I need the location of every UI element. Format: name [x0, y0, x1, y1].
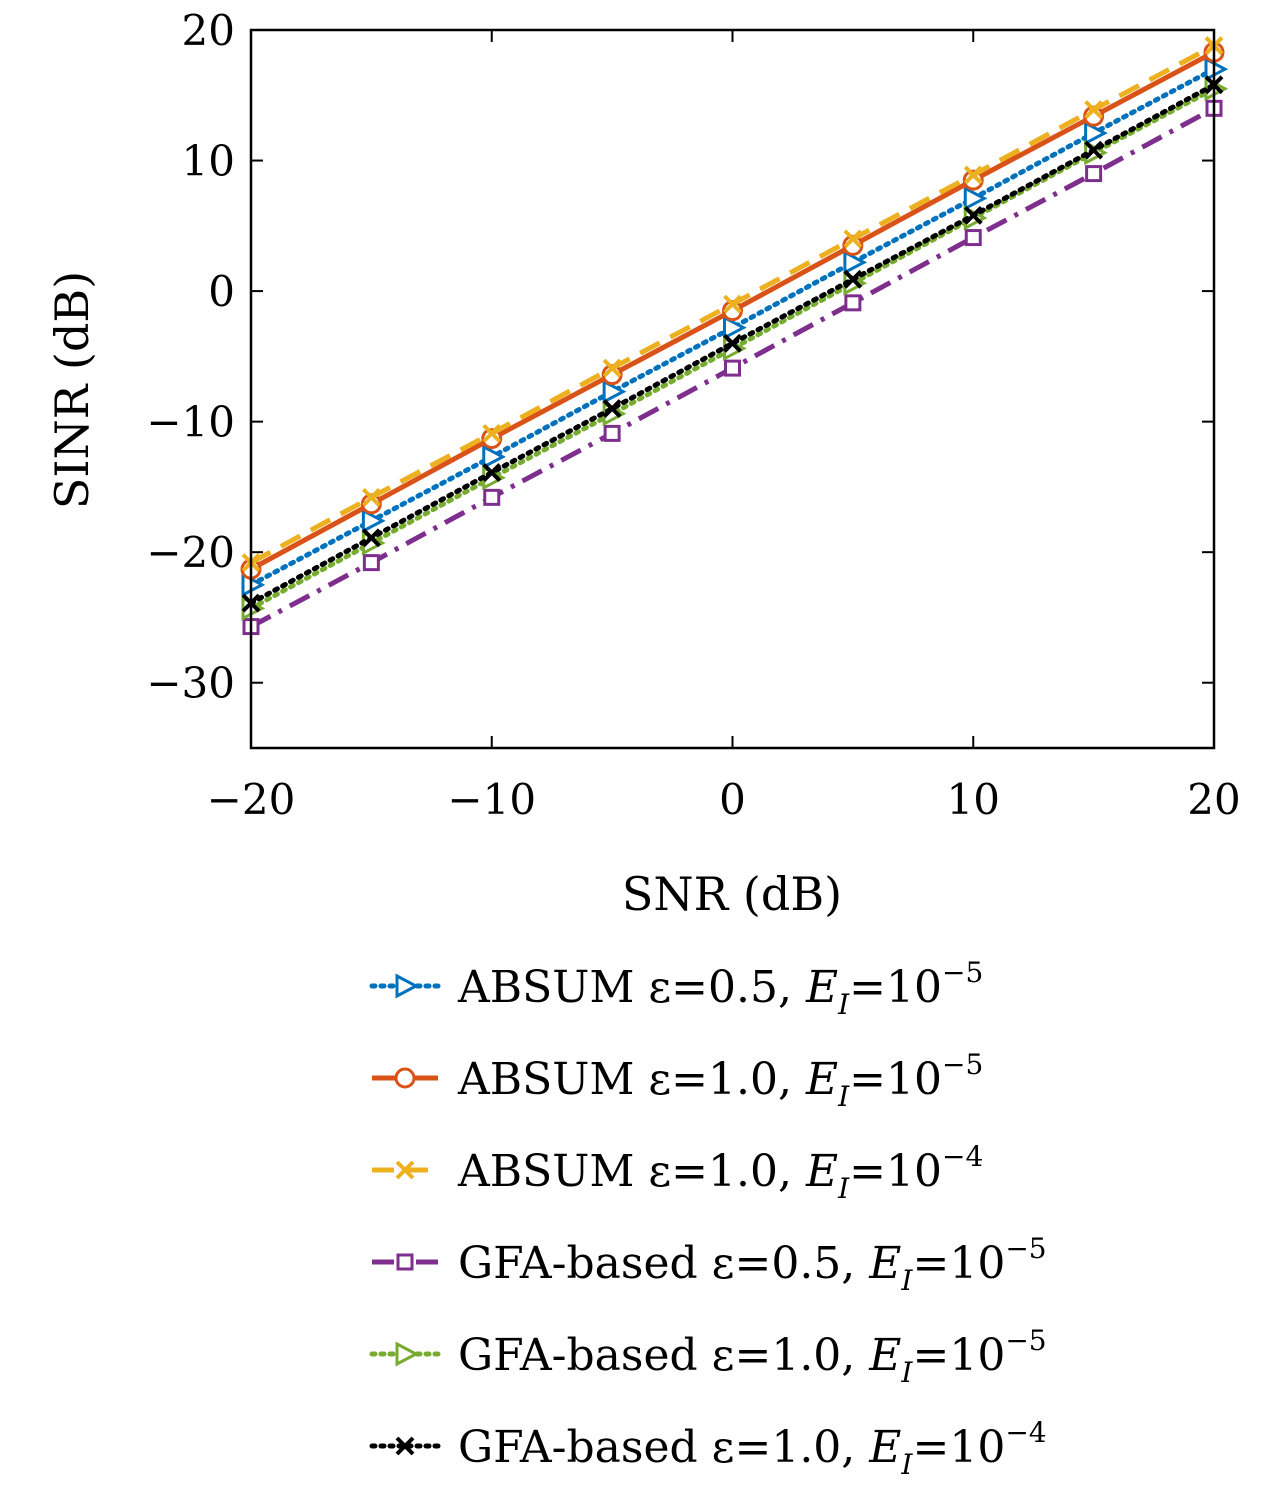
data-point: [361, 487, 381, 507]
data-point: [843, 229, 863, 249]
data-point: [963, 205, 983, 225]
data-point: [1084, 120, 1108, 146]
series-6: [241, 75, 1224, 613]
y-axis-label: SINR (dB): [45, 271, 99, 509]
y-tick-label: 0: [208, 267, 235, 316]
data-point: [723, 315, 747, 341]
data-point: [1204, 56, 1229, 82]
data-point: [602, 358, 622, 378]
x-tick-label: −20: [207, 775, 296, 824]
legend-marker: [395, 1341, 420, 1367]
data-point: [602, 379, 627, 405]
data-point: [361, 528, 381, 548]
legend: ABSUM ε=0.5, EI=10−5 ABSUM ε=1.0, EI=10−5…: [369, 956, 1047, 1481]
data-point: [1084, 100, 1104, 120]
data-point: [481, 428, 503, 450]
data-point: [963, 165, 983, 185]
legend-marker: [395, 1436, 415, 1456]
series-1: [241, 56, 1229, 598]
legend-entry: ABSUM ε=0.5, EI=10−5: [369, 956, 983, 1021]
legend-entry: GFA-based ε=1.0, EI=10−5: [369, 1324, 1047, 1389]
legend-label: GFA-based ε=0.5, EI=10−5: [458, 1232, 1047, 1297]
data-point: [361, 508, 386, 534]
legend-entry: ABSUM ε=1.0, EI=10−4: [372, 1140, 983, 1205]
legend-label: ABSUM ε=1.0, EI=10−4: [457, 1140, 983, 1205]
data-point: [482, 463, 502, 482]
plot-frame: [249, 28, 1216, 750]
data-point: [843, 249, 868, 275]
data-point: [362, 554, 380, 572]
legend-label: GFA-based ε=1.0, EI=10−5: [458, 1324, 1047, 1389]
series-line: [248, 66, 1217, 588]
legend-entry: ABSUM ε=1.0, EI=10−5: [372, 1048, 983, 1113]
y-tick-label: −30: [146, 659, 235, 708]
x-axis-label: SNR (dB): [622, 867, 842, 921]
data-point: [723, 333, 742, 353]
y-tick-label: 20: [182, 6, 235, 55]
x-tick-label: 0: [719, 775, 746, 824]
legend-label: ABSUM ε=1.0, EI=10−5: [457, 1048, 983, 1113]
data-point: [482, 423, 502, 443]
data-point: [723, 294, 742, 314]
y-tick-label: −20: [146, 528, 235, 577]
legend-label: GFA-based ε=1.0, EI=10−4: [458, 1416, 1047, 1481]
y-tick-label: 10: [182, 137, 235, 186]
legend-label: ABSUM ε=0.5, EI=10−5: [457, 956, 983, 1021]
data-point: [964, 229, 982, 247]
series-layer: [240, 36, 1229, 636]
series-3: [241, 36, 1224, 573]
legend-entry: GFA-based ε=0.5, EI=10−5: [372, 1232, 1047, 1297]
series-4: [242, 99, 1223, 636]
data-point: [963, 185, 988, 211]
legend-marker: [395, 973, 420, 999]
data-point: [241, 572, 266, 598]
series-2: [240, 41, 1225, 580]
legend-marker: [396, 1253, 414, 1271]
data-point: [482, 444, 506, 470]
data-point: [1084, 140, 1104, 160]
data-point: [843, 269, 863, 289]
legend-entry: GFA-based ε=1.0, EI=10−4: [369, 1416, 1047, 1481]
x-tick-label: −10: [447, 775, 536, 824]
legend-marker: [394, 1067, 416, 1089]
x-tick-label: 10: [947, 775, 1000, 824]
x-tick-label: 20: [1187, 775, 1240, 824]
y-tick-label: −10: [146, 398, 235, 447]
axes-layer: −20 −10 0 10 20 −30 −20 −10 0 10 20: [146, 6, 1240, 824]
data-point: [724, 359, 741, 377]
data-point: [1085, 165, 1103, 183]
legend-marker: [395, 1160, 415, 1180]
data-point: [962, 169, 984, 191]
data-point: [483, 488, 501, 506]
data-point: [603, 424, 621, 442]
data-point: [844, 294, 862, 312]
data-point: [602, 399, 622, 418]
